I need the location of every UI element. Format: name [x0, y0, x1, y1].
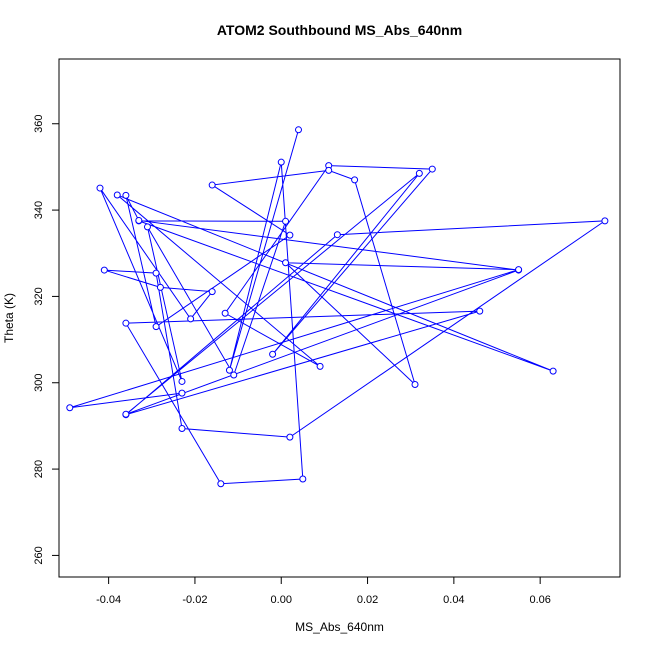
data-point	[143, 223, 151, 231]
data-point	[601, 217, 609, 225]
data-point	[351, 176, 359, 184]
x-tick-label: 0.02	[357, 594, 378, 606]
data-series	[66, 126, 609, 488]
data-point	[152, 323, 160, 331]
y-axis: 260 280 300 320 340 360	[33, 115, 60, 565]
data-point	[282, 217, 290, 225]
data-point	[122, 191, 130, 199]
data-point	[208, 288, 216, 296]
x-tick-label: 0.04	[443, 594, 464, 606]
data-point	[122, 319, 130, 327]
chart-title: ATOM2 Southbound MS_Abs_640nm	[217, 22, 462, 38]
y-tick-label: 300	[33, 374, 45, 392]
data-point	[277, 158, 285, 166]
data-point	[96, 184, 104, 192]
plot-frame	[58, 58, 621, 578]
data-point	[221, 309, 229, 317]
data-point	[295, 126, 303, 134]
x-tick-label: -0.02	[182, 594, 207, 606]
x-tick-label: 0.06	[529, 594, 550, 606]
data-point	[178, 389, 186, 397]
data-point	[208, 181, 216, 189]
data-point	[549, 367, 557, 375]
data-point	[428, 165, 436, 173]
data-point	[152, 269, 160, 277]
y-tick-label: 320	[33, 287, 45, 305]
data-point	[156, 283, 164, 291]
data-point	[187, 315, 195, 323]
y-tick-label: 280	[33, 460, 45, 478]
data-point	[178, 425, 186, 433]
data-point	[225, 366, 233, 374]
x-axis-label: MS_Abs_640nm	[295, 620, 384, 634]
data-point	[316, 362, 324, 370]
y-tick-label: 260	[33, 546, 45, 564]
data-point	[325, 166, 333, 174]
data-point	[269, 350, 277, 358]
y-tick-label: 360	[33, 115, 45, 133]
data-point	[100, 266, 108, 274]
data-point	[217, 480, 225, 488]
data-point	[333, 231, 341, 239]
data-point	[411, 380, 419, 388]
y-tick-label: 340	[33, 201, 45, 219]
data-point	[476, 307, 484, 315]
data-point	[515, 266, 523, 274]
x-tick-label: 0.00	[271, 594, 292, 606]
data-point	[286, 231, 294, 239]
data-point	[230, 371, 238, 379]
x-axis: -0.04 -0.02 0.00 0.02 0.04 0.06	[96, 576, 551, 606]
x-tick-label: -0.04	[96, 594, 121, 606]
data-point	[282, 259, 290, 267]
data-point	[66, 404, 74, 412]
data-point	[178, 377, 186, 385]
data-point	[113, 191, 121, 199]
data-point	[122, 410, 130, 418]
data-point	[299, 475, 307, 483]
data-point	[415, 169, 423, 177]
data-point	[286, 433, 294, 441]
data-point	[135, 216, 143, 224]
y-axis-label: Theta (K)	[2, 293, 16, 343]
series-line	[69, 129, 607, 485]
